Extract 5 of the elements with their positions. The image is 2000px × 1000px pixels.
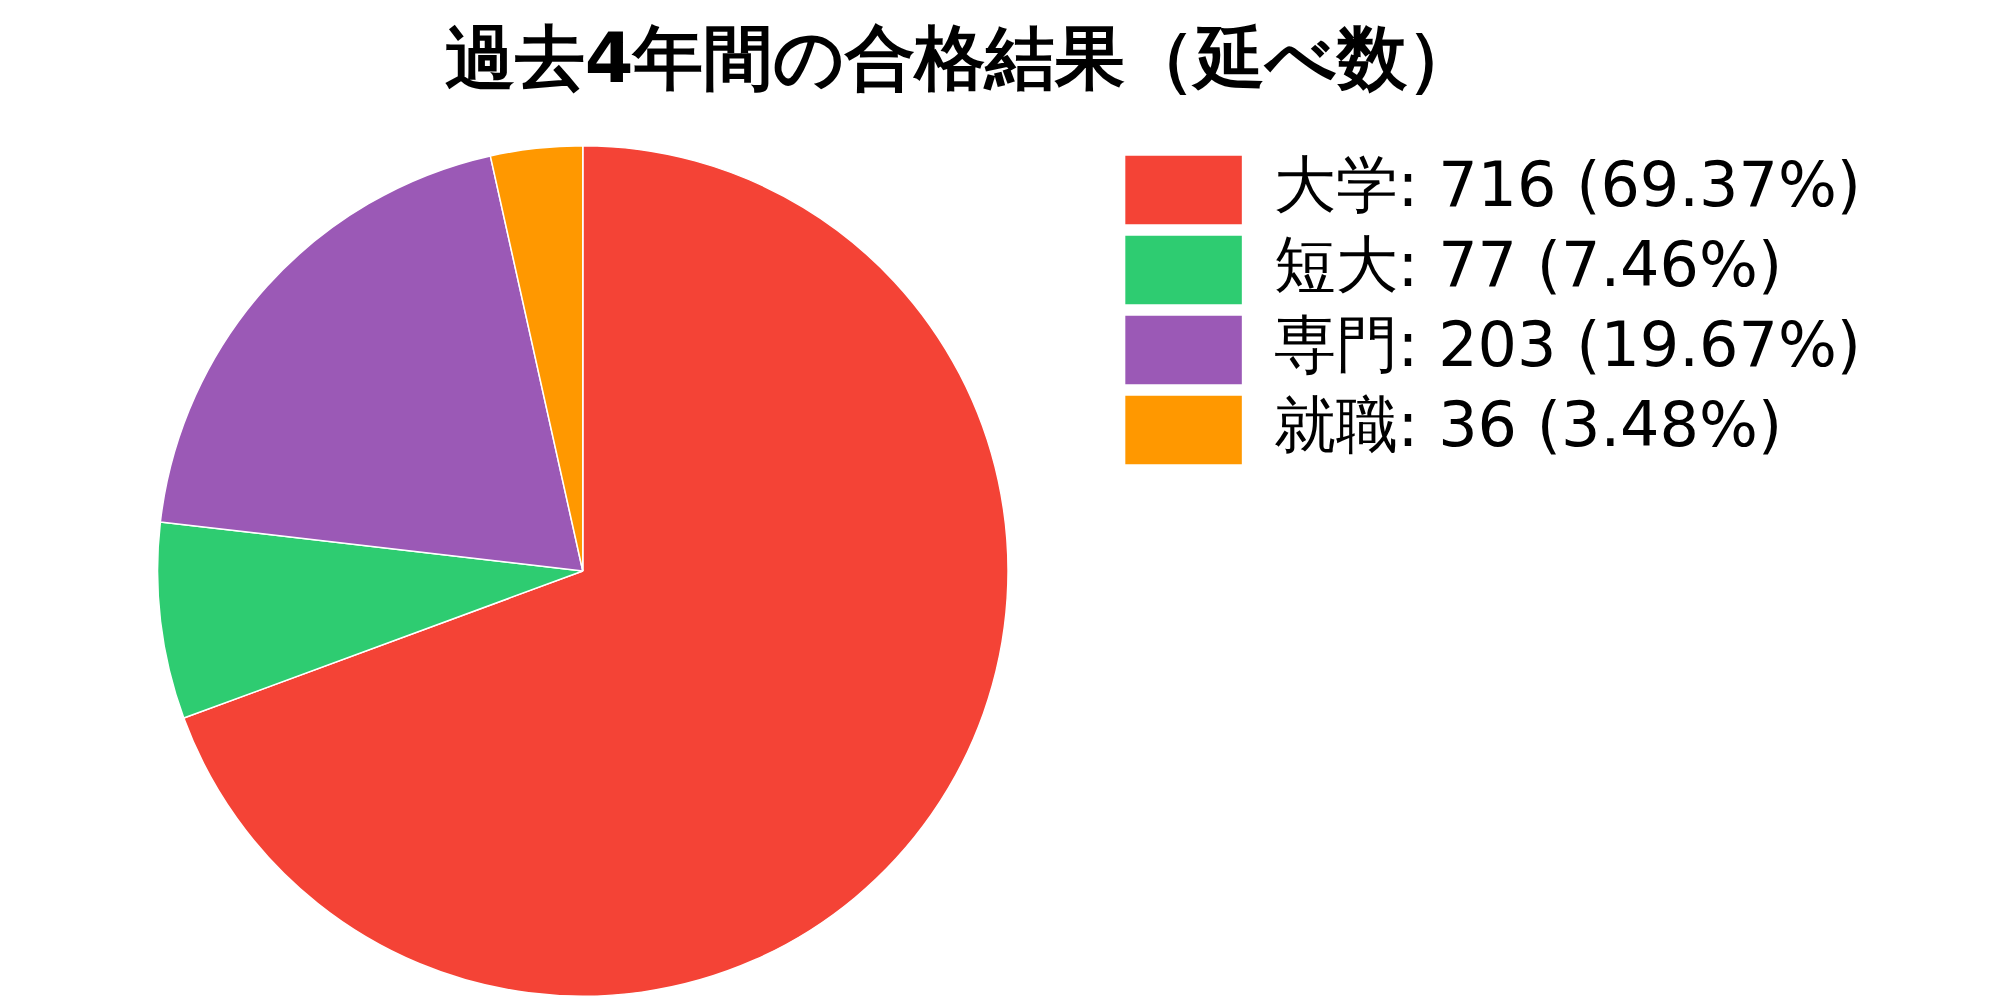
chart-title: 過去4年間の合格結果（延べ数） — [444, 17, 1478, 100]
legend-label: 専門: 203 (19.67%) — [1273, 308, 1862, 382]
legend-label: 就職: 36 (3.48%) — [1273, 388, 1783, 462]
legend-label: 短大: 77 (7.46%) — [1273, 228, 1783, 302]
legend-label: 大学: 716 (69.37%) — [1273, 148, 1862, 222]
